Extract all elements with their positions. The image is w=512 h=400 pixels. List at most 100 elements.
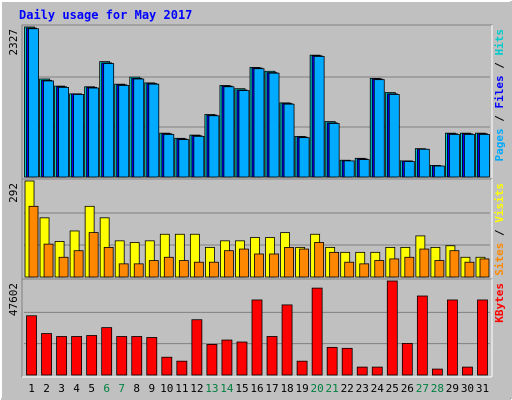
bar-kbytes-day-19: [296, 360, 308, 376]
bar-kbytes-day-13: [206, 343, 218, 376]
bar-kbytes-day-5: [86, 335, 98, 376]
bar-pages-day-8: [133, 78, 145, 178]
bar-pages-day-4: [73, 94, 85, 178]
bar-pages-day-16: [253, 68, 265, 178]
bar-sites-day-29: [449, 250, 460, 278]
x-tick-label: 20: [311, 382, 324, 395]
bar-kbytes-day-17: [266, 336, 278, 376]
bar-sites-day-28: [434, 260, 445, 278]
bar-kbytes-day-3: [56, 336, 67, 376]
bar-kbytes-day-9: [146, 337, 158, 376]
x-tick-label: 21: [326, 382, 339, 395]
bar-pages-day-9: [148, 83, 160, 178]
bar-kbytes-day-4: [71, 336, 83, 376]
bar-kbytes-day-16: [251, 299, 263, 376]
bar-sites-day-23: [359, 263, 370, 278]
x-tick-label: 11: [175, 382, 188, 395]
axis-max-label: 47602: [7, 283, 20, 316]
x-tick-label: 10: [160, 382, 173, 395]
bar-sites-day-4: [73, 250, 84, 278]
x-tick-label: 28: [431, 382, 444, 395]
bar-sites-day-12: [193, 261, 204, 278]
bar-pages-day-13: [208, 115, 220, 178]
bar-sites-day-19: [299, 248, 309, 278]
bar-pages-day-10: [163, 134, 175, 178]
x-tick-label: 31: [476, 382, 489, 395]
x-tick-label: 19: [295, 382, 308, 395]
bar-sites-day-10: [163, 256, 174, 278]
x-tick-label: 16: [250, 382, 263, 395]
side-legend: Pages / Files / Hits: [493, 29, 506, 162]
bar-kbytes-day-1: [26, 315, 37, 376]
bar-kbytes-day-2: [41, 333, 52, 376]
bar-sites-day-2: [43, 243, 54, 278]
x-tick-label: 25: [386, 382, 399, 395]
side-legend-part: KBytes: [493, 283, 506, 323]
bar-pages-day-11: [178, 139, 190, 178]
x-tick-label: 24: [371, 382, 385, 395]
bar-kbytes-day-27: [416, 295, 428, 376]
bar-pages-day-23: [358, 159, 370, 178]
x-tick-label: 22: [341, 382, 354, 395]
bar-kbytes-day-14: [221, 339, 233, 376]
panel-kbytes: 47602 KBytes: [7, 278, 506, 378]
x-tick-label: 1: [28, 382, 35, 395]
bar-pages-day-31: [479, 134, 490, 178]
bar-pages-day-30: [464, 134, 475, 178]
bar-sites-day-26: [404, 256, 415, 278]
bar-kbytes-day-31: [477, 299, 488, 376]
bar-sites-day-6: [103, 247, 114, 278]
bar-sites-day-5: [88, 232, 99, 278]
bar-pages-day-19: [298, 137, 310, 178]
bar-kbytes-day-6: [101, 327, 113, 376]
x-tick-label: 3: [58, 382, 65, 395]
bar-pages-day-22: [343, 160, 355, 178]
bar-pages-day-7: [118, 85, 130, 178]
x-tick-label: 12: [190, 382, 203, 395]
bar-pages-day-12: [193, 135, 205, 178]
bar-kbytes-day-29: [447, 299, 458, 376]
bar-kbytes-day-11: [176, 360, 188, 376]
x-tick-label: 9: [148, 382, 155, 395]
x-tick-label: 26: [401, 382, 414, 395]
bar-kbytes-day-24: [371, 366, 383, 376]
bar-pages-day-28: [433, 165, 445, 178]
bar-sites-day-17: [269, 253, 279, 278]
bar-pages-day-27: [418, 148, 430, 178]
side-legend-part: Sites: [493, 243, 506, 276]
bar-kbytes-day-25: [386, 280, 398, 376]
bar-kbytes-day-30: [462, 366, 473, 376]
axis-max-label: 292: [7, 183, 20, 203]
bar-pages-day-6: [103, 63, 115, 178]
panel-hits: 2327 Pages / Files / Hits: [7, 24, 506, 180]
bar-sites-day-11: [178, 260, 189, 278]
side-legend-part: Hits: [493, 29, 506, 56]
bar-pages-day-17: [268, 72, 280, 178]
bar-kbytes-day-18: [281, 304, 293, 376]
bar-sites-day-20: [314, 242, 325, 278]
x-tick-label: 6: [103, 382, 110, 395]
bar-sites-day-15: [239, 248, 249, 278]
side-legend-part: Files: [493, 75, 506, 108]
bar-sites-day-13: [209, 261, 219, 278]
bar-kbytes-day-8: [131, 336, 143, 376]
x-tick-label: 17: [265, 382, 278, 395]
bar-kbytes-day-12: [191, 319, 203, 376]
x-tick-label: 27: [416, 382, 429, 395]
bar-pages-day-20: [313, 56, 325, 178]
bar-pages-day-21: [328, 123, 340, 178]
bar-sites-day-16: [254, 253, 264, 278]
bar-kbytes-day-22: [341, 347, 353, 376]
bar-kbytes-day-15: [236, 341, 248, 376]
x-tick-label: 30: [461, 382, 474, 395]
x-tick-label: 29: [446, 382, 459, 395]
bar-kbytes-day-21: [326, 346, 338, 376]
bar-kbytes-day-20: [311, 287, 323, 376]
side-legend: Sites / Visits: [493, 183, 506, 276]
bar-pages-day-29: [449, 134, 460, 178]
bar-sites-day-14: [224, 250, 234, 278]
x-tick-label: 8: [133, 382, 140, 395]
